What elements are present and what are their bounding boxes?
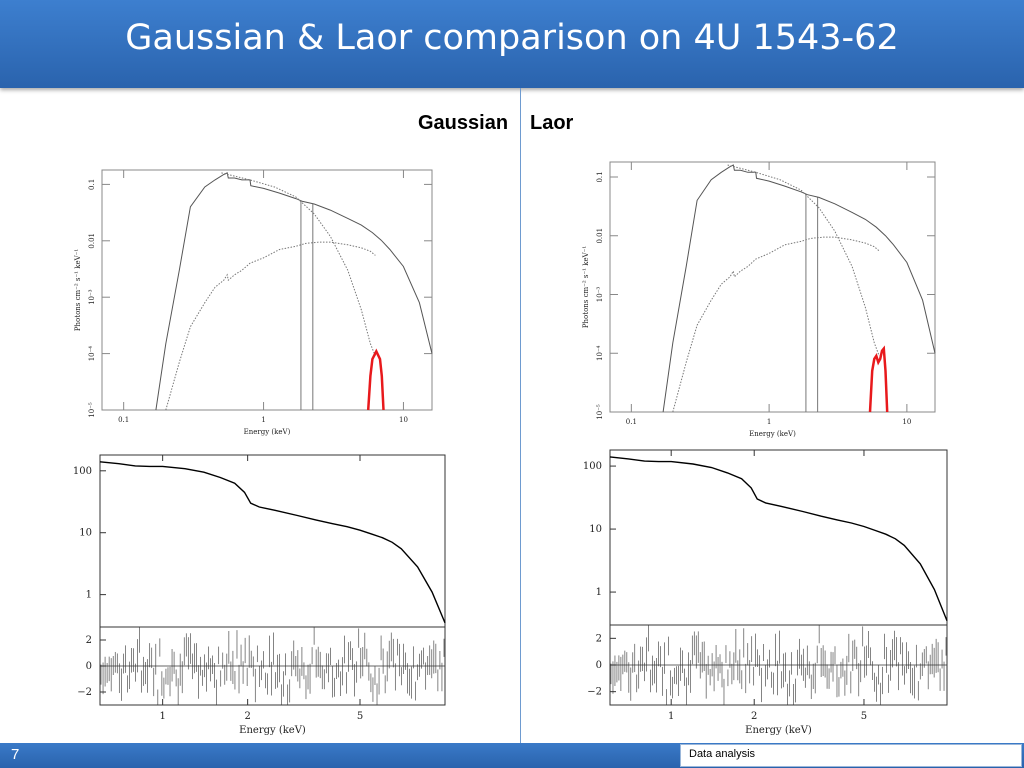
y-tick-label: 10⁻⁵ xyxy=(88,402,96,418)
y-tick-label: 0.1 xyxy=(596,171,604,182)
page-number: 7 xyxy=(11,746,20,763)
slide-title: Gaussian & Laor comparison on 4U 1543-62 xyxy=(125,18,899,58)
y-tick-label: 0.01 xyxy=(596,228,604,244)
spectrum-frame xyxy=(99,454,446,628)
x-tick-label: 5 xyxy=(861,711,867,722)
y-tick-label: 0.01 xyxy=(88,233,96,249)
gaussian-model-plot: 0.1 1 10 10⁻⁵ 10⁻⁴ 10⁻³ 0.01 0.1 Energy (keV) Pho… xyxy=(74,169,433,436)
disk-component-line xyxy=(727,164,880,357)
column-label-gaussian: Gaussian xyxy=(418,112,509,134)
x-tick-label: 2 xyxy=(751,711,757,722)
total-model-line xyxy=(662,164,936,413)
plot-area: 0.1 1 10 10⁻⁵ 10⁻⁴ 10⁻³ 0.01 0.1 Energy (keV) Pho… xyxy=(74,169,433,436)
x-tick-label: 1 xyxy=(261,416,265,424)
column-divider xyxy=(520,88,521,743)
resid-y-tick-label: 0 xyxy=(86,661,92,672)
footer-bar: 7 Data analysis xyxy=(0,743,1024,768)
resid-y-tick-label: −2 xyxy=(77,687,92,698)
x-tick-label: 1 xyxy=(159,711,165,722)
y-tick-label: 10⁻⁵ xyxy=(596,404,604,420)
y-tick-label: 10⁻³ xyxy=(596,287,604,303)
resid-y-tick-label: 2 xyxy=(596,633,602,644)
laor-spectrum-plot: 100 10 1 2 0 −2 1 2 5 Energy (keV) xyxy=(583,449,948,736)
x-axis-label: Energy (keV) xyxy=(745,725,812,736)
x-tick-label: 5 xyxy=(357,711,363,722)
x-tick-label: 0.1 xyxy=(626,418,637,426)
y-axis-label: Photons cm⁻² s⁻¹ keV⁻¹ xyxy=(74,249,82,332)
spectrum-frame xyxy=(609,449,948,626)
plot-area: 100 10 1 2 0 −2 1 2 5 Energy (keV) xyxy=(583,449,948,736)
y-tick-label: 10 xyxy=(589,524,602,535)
x-tick-label: 10 xyxy=(399,416,408,424)
plot-area: 100 10 1 2 0 −2 1 2 5 Energy (keV) xyxy=(73,454,446,736)
column-label-laor: Laor xyxy=(530,112,574,134)
disk-component-line xyxy=(221,172,376,357)
y-tick-label: 100 xyxy=(73,466,92,477)
y-tick-label: 10⁻⁴ xyxy=(88,346,96,362)
title-bar: Gaussian & Laor comparison on 4U 1543-62 xyxy=(0,0,1024,88)
resid-y-tick-label: 0 xyxy=(596,660,602,671)
y-tick-label: 10⁻³ xyxy=(88,289,96,305)
y-tick-label: 0.1 xyxy=(88,179,96,190)
spectrum-data-line xyxy=(99,461,446,624)
y-tick-label: 10⁻⁴ xyxy=(596,345,604,361)
total-model-line xyxy=(155,172,433,411)
x-tick-label: 0.1 xyxy=(118,416,129,424)
laor-model-plot: 0.1 1 10 10⁻⁵ 10⁻⁴ 10⁻³ 0.01 0.1 Energy (keV) Pho… xyxy=(582,161,936,438)
resid-y-tick-label: 2 xyxy=(86,635,92,646)
x-axis-label: Energy (keV) xyxy=(239,725,306,736)
gaussian-spectrum-plot: 100 10 1 2 0 −2 1 2 5 Energy (keV) xyxy=(73,454,446,736)
y-tick-label: 10 xyxy=(79,528,92,539)
plot-frame xyxy=(101,169,433,411)
powerlaw-component-line xyxy=(672,236,880,413)
x-tick-label: 1 xyxy=(767,418,771,426)
x-tick-label: 2 xyxy=(244,711,250,722)
powerlaw-component-line xyxy=(165,241,376,411)
footer-label: Data analysis xyxy=(689,748,756,760)
x-axis-label: Energy (keV) xyxy=(749,430,796,438)
x-axis-label: Energy (keV) xyxy=(244,428,291,436)
iron-line-component xyxy=(868,345,889,413)
spectrum-data-line xyxy=(609,456,948,622)
resid-y-tick-label: −2 xyxy=(587,687,602,698)
plot-area: 0.1 1 10 10⁻⁵ 10⁻⁴ 10⁻³ 0.01 0.1 Energy (keV) Pho… xyxy=(582,161,936,438)
x-tick-label: 1 xyxy=(668,711,674,722)
plot-frame xyxy=(609,161,936,413)
y-tick-label: 1 xyxy=(86,590,92,601)
y-tick-label: 1 xyxy=(596,587,602,598)
y-axis-label: Photons cm⁻² s⁻¹ keV⁻¹ xyxy=(582,246,590,329)
footer-box: Data analysis xyxy=(680,744,1022,767)
x-tick-label: 10 xyxy=(902,418,911,426)
y-tick-label: 100 xyxy=(583,461,602,472)
iron-line-component xyxy=(366,348,385,411)
